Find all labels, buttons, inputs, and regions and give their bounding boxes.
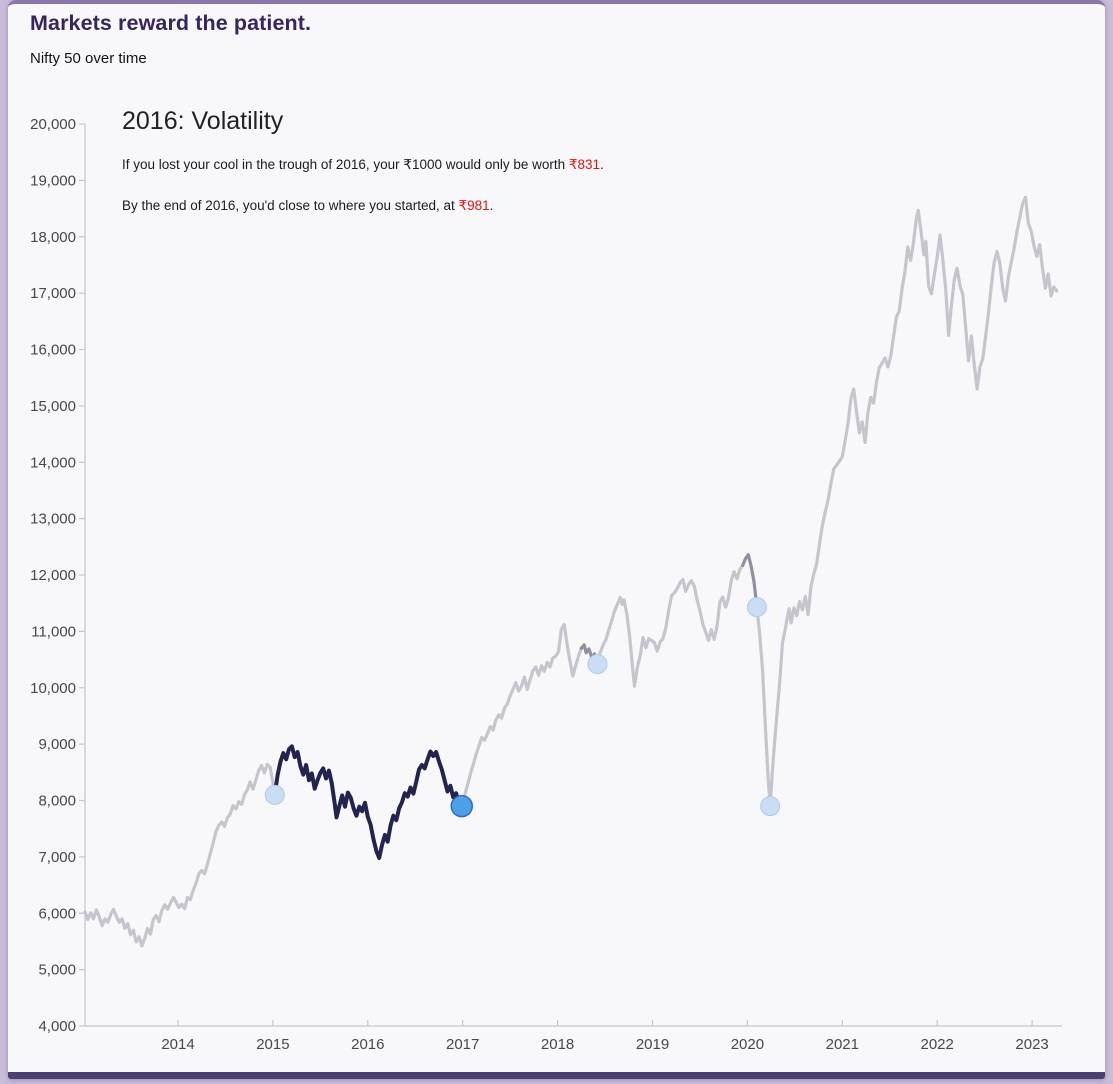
y-axis-label: 6,000	[38, 905, 76, 922]
x-axis-label: 2023	[1015, 1036, 1048, 1053]
series-episode-2016	[272, 744, 464, 860]
y-axis-label: 8,000	[38, 793, 76, 810]
y-axis-label: 20,000	[30, 116, 76, 133]
x-axis-label: 2016	[351, 1036, 384, 1053]
y-axis-label: 11,000	[31, 623, 76, 640]
marker-2018[interactable]	[587, 654, 608, 675]
annotation-line-2-end: .	[489, 198, 494, 213]
y-axis-label: 18,000	[30, 229, 76, 246]
y-axis-label: 9,000	[38, 736, 76, 753]
y-axis-label: 5,000	[38, 962, 76, 979]
x-axis-label: 2015	[256, 1036, 289, 1053]
episode-annotation: 2016: Volatility If you lost your cool i…	[122, 107, 604, 214]
annotation-line-1: If you lost your cool in the trough of 2…	[122, 157, 604, 173]
y-axis-label: 4,000	[38, 1018, 76, 1035]
annotation-line-1-text: If you lost your cool in the trough of 2…	[122, 157, 569, 172]
annotation-line-1-end: .	[599, 157, 604, 172]
annotation-line-2: By the end of 2016, you'd close to where…	[122, 198, 604, 214]
page-subtitle: Nifty 50 over time	[30, 50, 147, 67]
series-history-2020-2023	[755, 195, 1059, 808]
y-axis-label: 10,000	[30, 680, 76, 697]
marker-2020-trough[interactable]	[760, 796, 781, 817]
page-title: Markets reward the patient.	[30, 11, 312, 35]
x-axis-label: 2021	[826, 1036, 859, 1053]
annotation-line-2-text: By the end of 2016, you'd close to where…	[122, 198, 459, 213]
marker-2016-end[interactable]	[450, 794, 474, 818]
y-axis-label: 19,000	[30, 172, 76, 189]
series-dim-episode-2018	[579, 643, 600, 666]
annotation-line-2-highlight: ₹981	[458, 198, 490, 213]
y-axis-label: 17,000	[30, 285, 76, 302]
y-axis-label: 14,000	[30, 454, 76, 471]
x-axis-label: 2020	[731, 1036, 764, 1053]
y-axis-label: 7,000	[38, 849, 76, 866]
y-axis-label: 15,000	[30, 398, 76, 415]
x-axis-label: 2017	[446, 1036, 479, 1053]
marker-2016-start[interactable]	[264, 784, 285, 805]
marker-2020-peak[interactable]	[746, 597, 767, 618]
x-axis-label: 2018	[541, 1036, 574, 1053]
y-axis-label: 16,000	[30, 342, 76, 359]
annotation-line-1-highlight: ₹831	[568, 157, 600, 172]
y-axis-label: 13,000	[30, 511, 76, 528]
series-history-2017-2018	[460, 622, 583, 808]
annotation-heading: 2016: Volatility	[122, 107, 284, 135]
series-dim-episode-2020	[741, 553, 759, 609]
x-axis-label: 2014	[161, 1036, 194, 1053]
x-axis-label: 2019	[636, 1036, 669, 1053]
series-history-2018-2019	[595, 563, 745, 688]
series-history-2013-2015	[83, 762, 277, 948]
x-axis-label: 2022	[921, 1036, 954, 1053]
page-header: Markets reward the patient. Nifty 50 ove…	[30, 11, 311, 67]
y-axis-label: 12,000	[30, 567, 76, 584]
